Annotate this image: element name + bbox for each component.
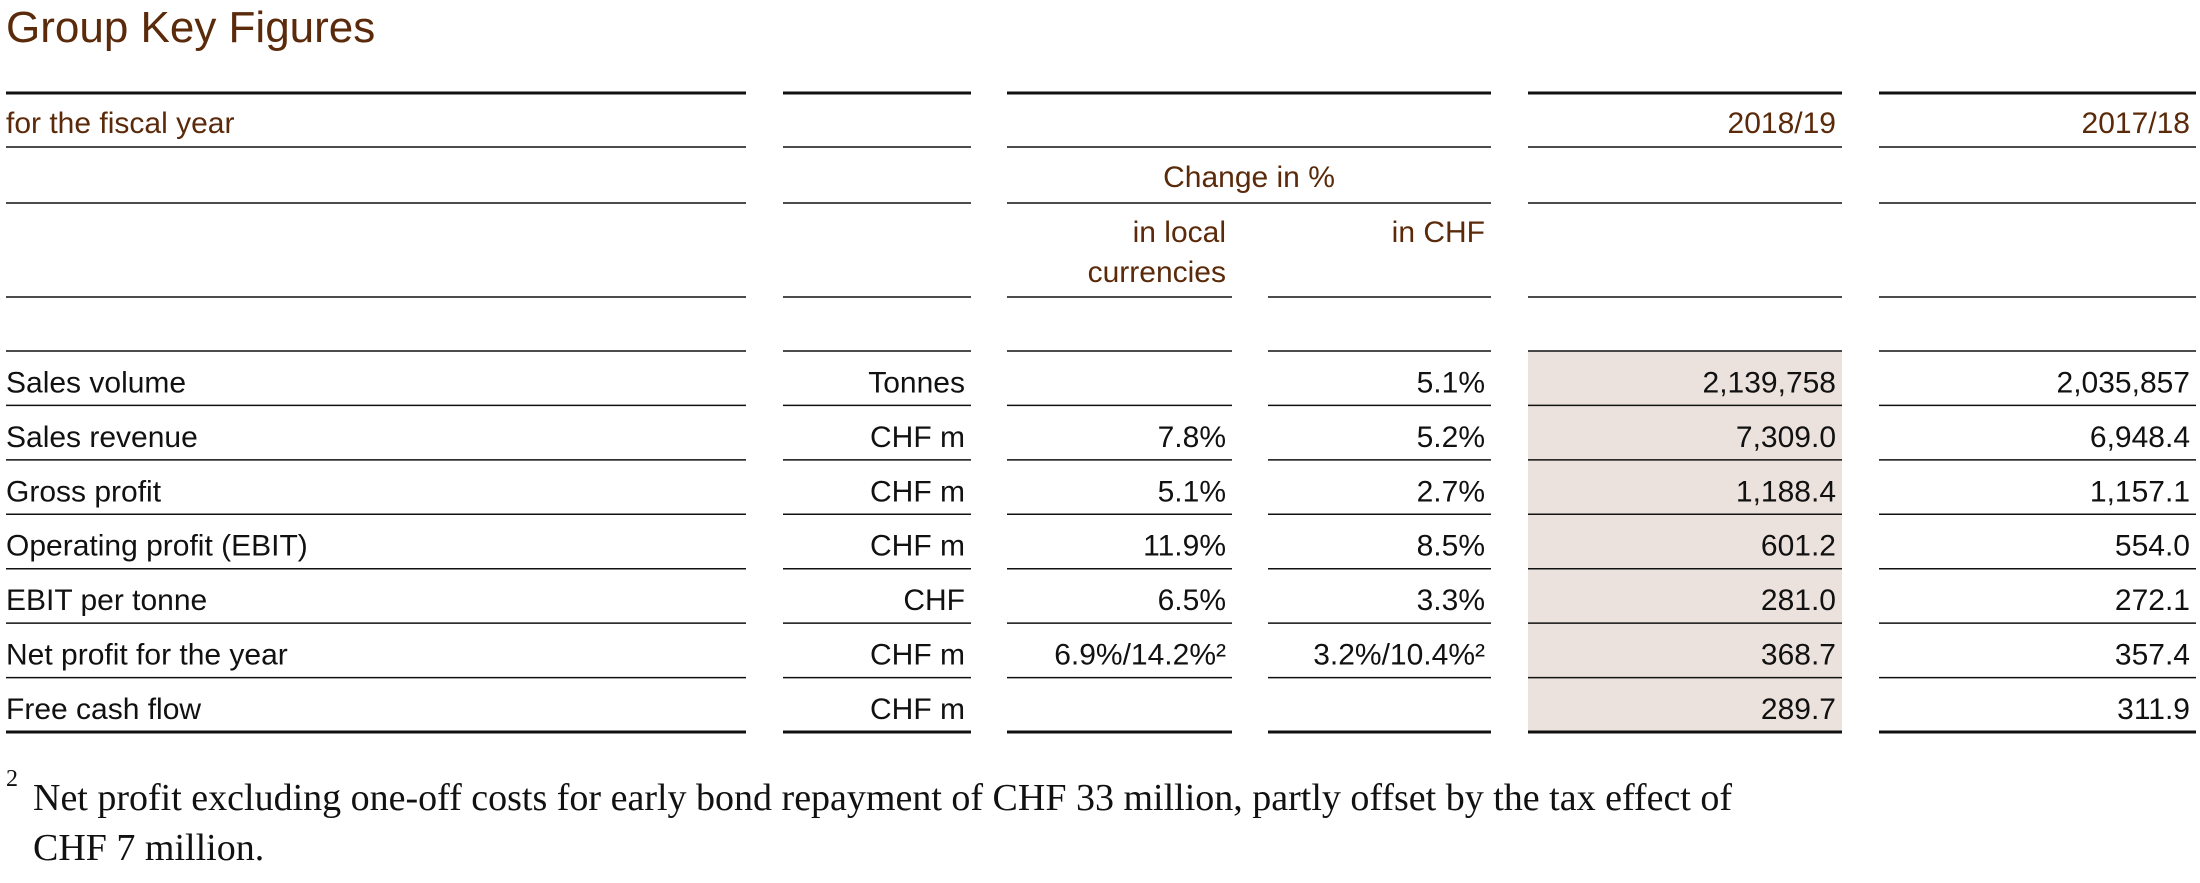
cell: 6.5% <box>1158 584 1226 617</box>
row-label: Free cash flow <box>6 693 201 726</box>
cell: 281.0 <box>1761 584 1836 617</box>
cell: CHF m <box>870 693 965 726</box>
cell: 368.7 <box>1761 639 1836 672</box>
cell: CHF m <box>870 639 965 672</box>
cell: 8.5% <box>1417 530 1485 563</box>
cell: CHF m <box>870 475 965 508</box>
cell: 289.7 <box>1761 693 1836 726</box>
cell: 272.1 <box>2115 584 2190 617</box>
cell: 357.4 <box>2115 639 2190 672</box>
row-label: Gross profit <box>6 475 162 508</box>
cell: 7.8% <box>1158 421 1226 454</box>
cell: 6,948.4 <box>2090 421 2190 454</box>
footnote-marker: 2 <box>6 766 18 792</box>
cell: 554.0 <box>2115 530 2190 563</box>
cell: 6.9%/14.2%² <box>1054 639 1226 672</box>
cell: 3.2%/10.4%² <box>1313 639 1485 672</box>
cell: 601.2 <box>1761 530 1836 563</box>
change-subheader: in local <box>1133 216 1226 249</box>
cell: CHF <box>903 584 965 617</box>
cell: 1,188.4 <box>1736 475 1836 508</box>
row-label: Sales volume <box>6 366 186 399</box>
year-header: 2018/19 <box>1728 107 1836 140</box>
cell: 11.9% <box>1143 530 1226 563</box>
row-label: Operating profit (EBIT) <box>6 530 308 563</box>
cell: 2,139,758 <box>1703 366 1836 399</box>
cell: CHF m <box>870 421 965 454</box>
cell: 5.1% <box>1158 475 1226 508</box>
cell: 3.3% <box>1417 584 1485 617</box>
row-label: Sales revenue <box>6 421 198 454</box>
cell: 1,157.1 <box>2090 475 2190 508</box>
title: Group Key Figures <box>6 3 375 52</box>
cell: CHF m <box>870 530 965 563</box>
cell: 2.7% <box>1417 475 1485 508</box>
row-label: Net profit for the year <box>6 639 288 672</box>
cell: 7,309.0 <box>1736 421 1836 454</box>
change-subheader: currencies <box>1088 256 1226 289</box>
header-label: for the fiscal year <box>6 107 234 140</box>
cell: 5.2% <box>1417 421 1485 454</box>
cell: Tonnes <box>868 366 965 399</box>
footnote-line: CHF 7 million. <box>33 827 264 869</box>
cell: 311.9 <box>2117 693 2190 726</box>
year-header: 2017/18 <box>2082 107 2190 140</box>
cell: 2,035,857 <box>2057 366 2190 399</box>
row-label: EBIT per tonne <box>6 584 207 617</box>
change-header: Change in % <box>1163 161 1335 194</box>
highlight-column <box>1528 351 1842 732</box>
footnote-line: Net profit excluding one-off costs for e… <box>33 777 1732 819</box>
cell: 5.1% <box>1417 366 1485 399</box>
change-subheader: in CHF <box>1392 216 1485 249</box>
